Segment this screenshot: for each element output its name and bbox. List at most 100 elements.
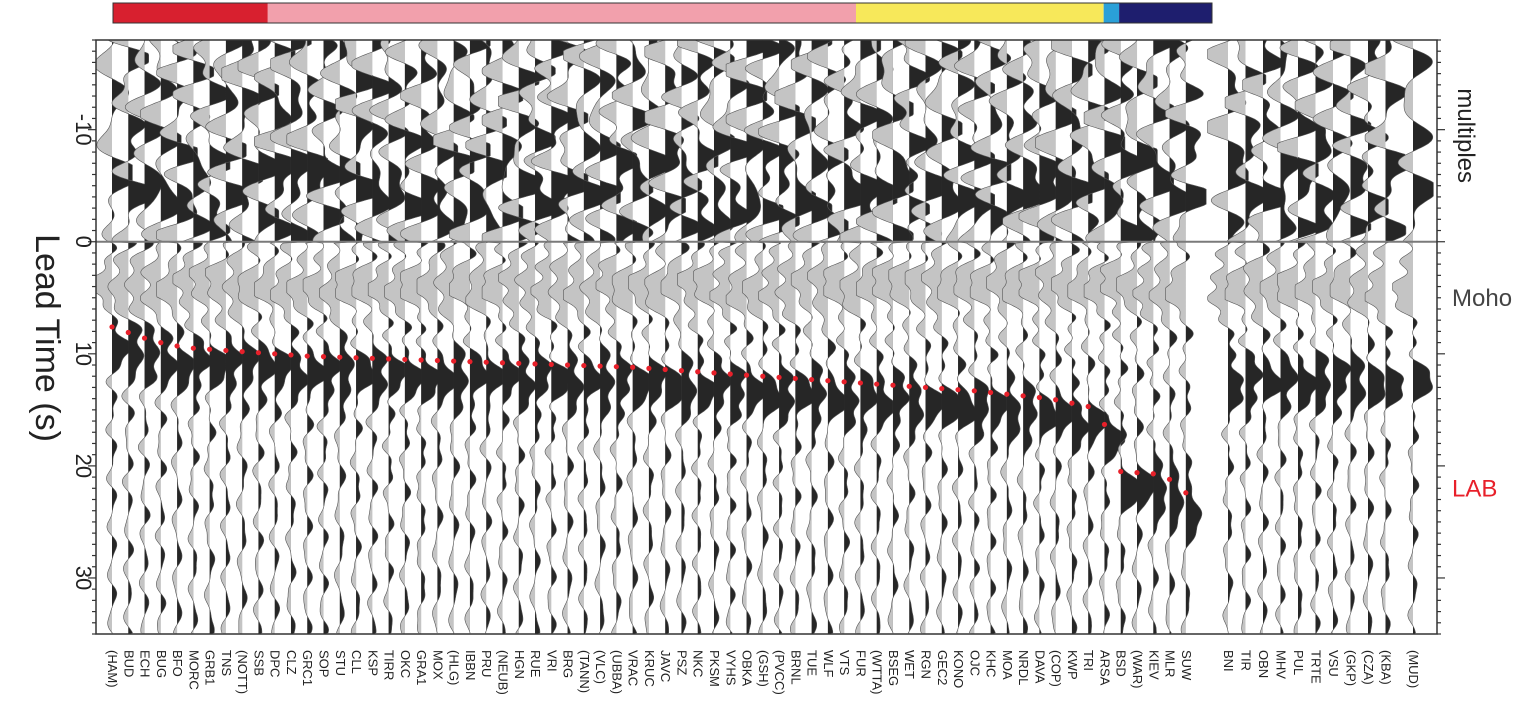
trace (904, 40, 947, 634)
lab-pick-marker (792, 375, 798, 382)
trace-positive-fill (144, 40, 165, 634)
station-label: OBKA (740, 650, 755, 686)
annotation-multiples: multiples (1452, 88, 1479, 183)
trace-line (351, 40, 393, 634)
trace-positive-fill (1245, 40, 1266, 634)
station-label: PUL (1291, 650, 1306, 675)
station-label: (VLC) (593, 650, 608, 684)
trace-negative-fill (1149, 40, 1170, 634)
trace (188, 40, 231, 634)
trace-negative-fill (498, 40, 519, 634)
plot-area (95, 39, 1438, 635)
trace-line (172, 40, 215, 634)
lab-pick-marker (1004, 391, 1010, 397)
trace-positive-fill (356, 40, 377, 634)
trace-line (1392, 40, 1434, 634)
annotation-lab: LAB (1452, 475, 1497, 502)
trace-positive-fill (746, 40, 767, 634)
trace (302, 40, 345, 634)
trace-negative-fill (368, 40, 389, 634)
region-bar-segment (1103, 3, 1120, 23)
trace-positive-fill (713, 40, 735, 634)
trace-line (807, 40, 849, 634)
trace-negative-fill (1100, 40, 1121, 634)
station-label: KRUC (642, 650, 657, 687)
station-label: OBN (1256, 650, 1271, 678)
trace-positive-fill (1385, 40, 1406, 634)
trace-line (1148, 40, 1191, 634)
station-labels: (HAM) BUD ECH BUG BFO MORC GRB1 TNS (NOTT) SSB DPC… (105, 650, 1421, 695)
station-label: (WAR) (1130, 650, 1145, 689)
trace-negative-fill (1260, 40, 1281, 634)
station-label: DAVA (1032, 650, 1047, 684)
trace-line (937, 40, 979, 634)
trace-line (1083, 40, 1126, 634)
trace-positive-fill (1315, 40, 1336, 634)
trace (351, 40, 393, 634)
station-label: WET (902, 650, 917, 679)
annotation-moho: Moho (1452, 285, 1512, 312)
trace (807, 40, 849, 634)
station-label: KWP (1065, 650, 1080, 680)
trace-line (1207, 40, 1249, 634)
station-label: SOP (317, 650, 332, 677)
trace-positive-fill (551, 40, 572, 634)
trace (742, 40, 784, 634)
region-bar-segment (855, 3, 1104, 23)
lab-pick-marker (483, 359, 489, 365)
trace-line (1067, 40, 1109, 634)
trace (286, 40, 328, 634)
phase-annotations: multiples Moho LAB (1452, 88, 1512, 502)
lab-pick-marker (418, 357, 424, 363)
trace-positive-fill (648, 40, 670, 634)
lab-pick-marker (939, 385, 945, 392)
lab-pick-marker (1166, 476, 1173, 482)
station-label: BRG (561, 650, 576, 678)
trace-positive-fill (1088, 40, 1109, 634)
trace-positive-fill (779, 40, 800, 634)
lab-pick-marker (223, 347, 229, 354)
trace-negative-fill (107, 40, 129, 634)
trace (96, 40, 133, 634)
trace-negative-fill (156, 40, 178, 634)
lab-pick-marker (662, 366, 668, 373)
station-label: PSZ (674, 650, 689, 675)
trace (1259, 40, 1302, 634)
region-bar-segment (267, 3, 856, 23)
trace (123, 40, 165, 634)
lab-pick-marker (467, 359, 473, 365)
trace-positive-fill (1071, 40, 1093, 634)
trace (140, 40, 182, 634)
trace-line (986, 40, 1028, 634)
lab-pick-marker (809, 376, 815, 383)
station-label: (GSH) (756, 650, 771, 687)
station-label: MLR (1163, 650, 1178, 677)
trace (1347, 40, 1389, 634)
trace-negative-fill (1347, 40, 1368, 634)
lab-pick-marker (760, 373, 766, 379)
trace-negative-fill (856, 40, 877, 634)
trace-positive-fill (1120, 40, 1142, 634)
lab-pick-marker (613, 364, 619, 370)
trace (433, 40, 475, 634)
station-label: (WTTA) (870, 650, 885, 695)
trace-negative-fill (791, 40, 812, 634)
waveform-traces (96, 40, 1434, 634)
trace-line (611, 40, 654, 634)
trace-positive-fill (567, 40, 588, 634)
trace-positive-fill (583, 40, 605, 634)
trace (367, 40, 410, 634)
trace-line (644, 40, 686, 634)
trace-negative-fill (1225, 40, 1246, 634)
trace-positive-fill (518, 40, 540, 634)
trace-line (481, 40, 524, 634)
trace-negative-fill (579, 40, 601, 634)
lab-pick-marker (825, 378, 831, 384)
lab-pick-marker (841, 379, 847, 385)
lab-pick-marker (304, 353, 310, 359)
trace-positive-fill (958, 40, 979, 634)
trace-line (107, 40, 149, 634)
trace-positive-fill (827, 40, 849, 634)
trace-positive-fill (1055, 40, 1077, 634)
lab-pick-marker (743, 372, 750, 378)
